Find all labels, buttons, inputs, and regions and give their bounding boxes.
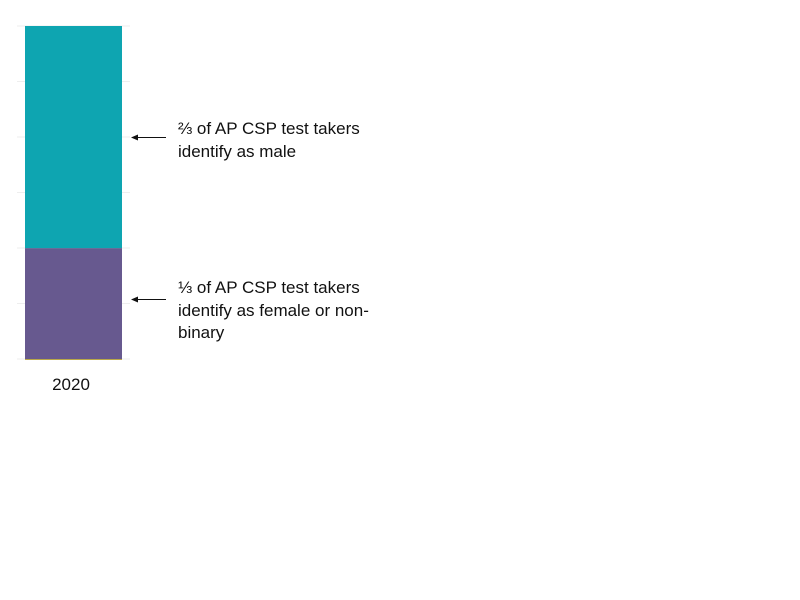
annotation-arrow-male (131, 134, 166, 141)
annotation-arrow-female-nonbinary (131, 296, 166, 303)
bar-segment-female-nonbinary (25, 248, 122, 359)
x-tick-label-2020: 2020 (52, 375, 90, 394)
annotation-female-nonbinary: ⅓ of AP CSP test takers identify as fema… (178, 278, 369, 342)
bar-segment-male (25, 26, 122, 249)
bar-segments (25, 26, 122, 359)
annotation-male: ⅔ of AP CSP test takers identify as male (178, 119, 360, 161)
